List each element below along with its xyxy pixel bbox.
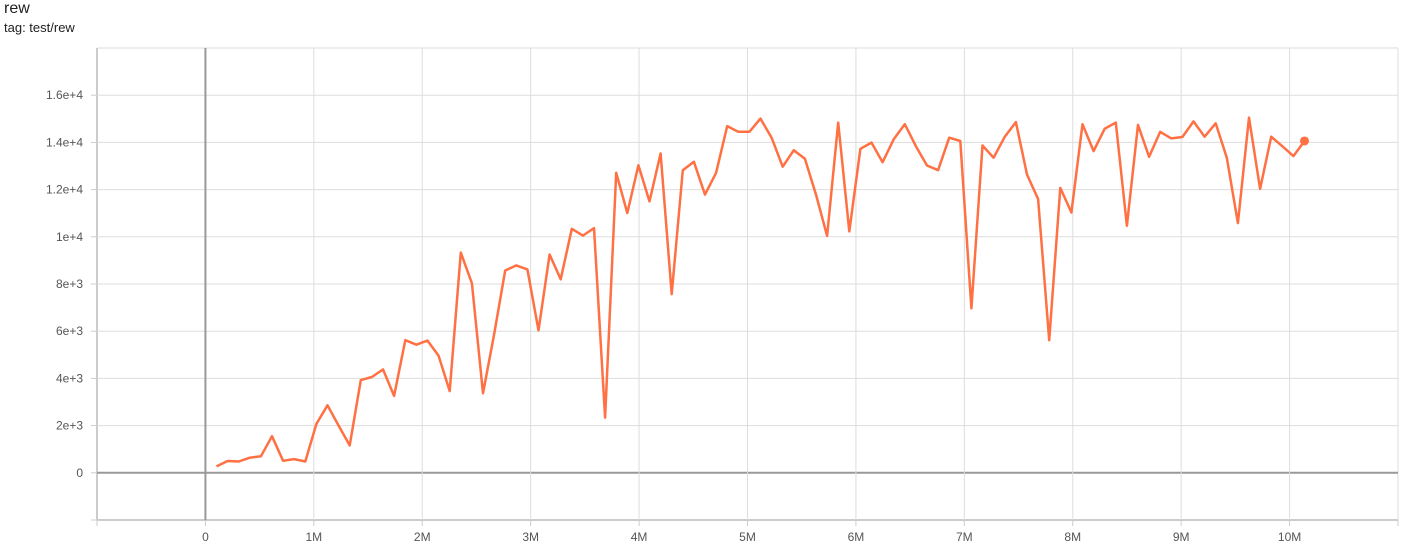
y-tick-label: 1e+4: [56, 230, 83, 244]
x-tick-label: 9M: [1173, 530, 1190, 544]
y-tick-label: 0: [76, 466, 83, 480]
x-tick-label: 3M: [522, 530, 539, 544]
x-tick-label: 4M: [631, 530, 648, 544]
x-tick-label: 8M: [1064, 530, 1081, 544]
y-tick-label: 1.2e+4: [46, 183, 83, 197]
y-tick-label: 8e+3: [56, 277, 83, 291]
chart-subtitle: tag: test/rew: [4, 20, 75, 35]
chart-title: rew: [4, 0, 30, 17]
x-tick-label: 10M: [1278, 530, 1301, 544]
x-tick-label: 1M: [305, 530, 322, 544]
x-tick-label: 0: [202, 530, 209, 544]
last-point-marker: [1300, 136, 1310, 146]
x-tick-label: 5M: [739, 530, 756, 544]
series-line: [215, 116, 1306, 468]
y-tick-label: 1.4e+4: [46, 135, 83, 149]
y-tick-label: 6e+3: [56, 324, 83, 338]
x-tick-label: 7M: [956, 530, 973, 544]
y-tick-label: 1.6e+4: [46, 88, 83, 102]
y-tick-label: 2e+3: [56, 419, 83, 433]
x-tick-label: 6M: [848, 530, 865, 544]
x-tick-label: 2M: [414, 530, 431, 544]
y-tick-label: 4e+3: [56, 371, 83, 385]
